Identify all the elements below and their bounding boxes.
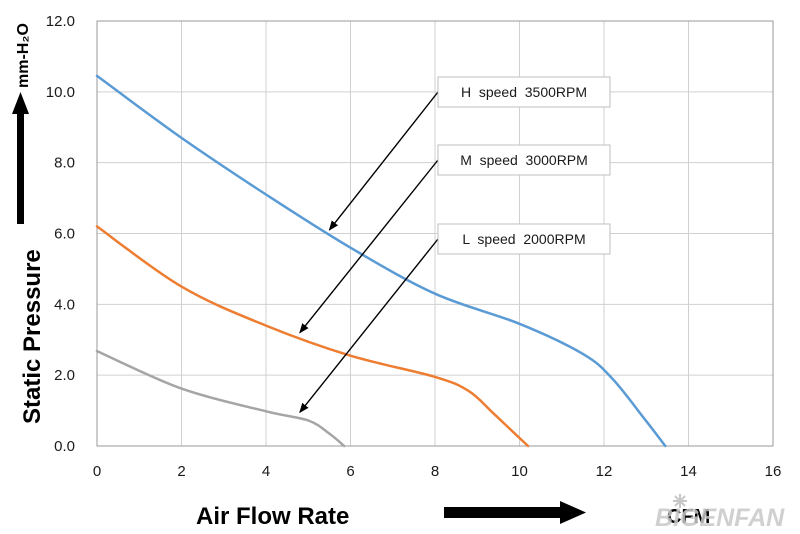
y-tick-label: 8.0	[54, 155, 75, 172]
y-axis-title: Static Pressure	[19, 249, 46, 424]
x-axis-title-group: Air Flow Rate CFM	[196, 501, 710, 530]
y-axis-arrow-head	[12, 92, 29, 114]
y-tick-label: 10.0	[46, 84, 75, 101]
callout-box	[437, 144, 611, 176]
callout-arrow	[299, 159, 439, 334]
x-axis-arrow-shaft	[444, 507, 562, 518]
fan-logo-icon	[673, 494, 687, 508]
callout-box	[437, 76, 611, 108]
callout-label: L speed 2000RPM	[462, 231, 585, 247]
y-tick-label: 4.0	[54, 296, 75, 313]
callout-box	[437, 223, 611, 255]
plot-frame	[96, 20, 774, 447]
x-tick-label: 16	[765, 463, 782, 480]
series-line-m-speed	[95, 225, 530, 448]
y-tick-label: 0.0	[54, 438, 75, 455]
x-tick-label: 6	[346, 463, 354, 480]
y-tick-label: 12.0	[46, 13, 75, 30]
x-tick-label: 8	[431, 463, 439, 480]
grid	[96, 20, 774, 447]
annotations: H speed 3500RPM M speed 3000RPM L speed 20…	[299, 76, 611, 414]
y-axis-arrow-shaft	[17, 112, 24, 224]
x-tick-label: 12	[596, 463, 613, 480]
series-line-h-speed	[95, 74, 667, 448]
y-axis-unit: mm-H₂O	[15, 23, 32, 88]
series-line-l-speed	[95, 349, 346, 448]
y-axis-ticks: 0.0 2.0 4.0 6.0 8.0 10.0 12.0	[46, 13, 75, 455]
x-tick-label: 10	[511, 463, 528, 480]
x-axis-arrow-head	[560, 501, 586, 524]
x-tick-label: 14	[680, 463, 697, 480]
x-axis-ticks: 0 2 4 6 8 10 12 14 16	[93, 463, 782, 480]
x-axis-title: Air Flow Rate	[196, 503, 349, 530]
series-lines	[95, 74, 667, 448]
callout-arrow	[328, 91, 439, 231]
callout-label: M speed 3000RPM	[460, 152, 588, 168]
callout-arrow	[299, 238, 439, 414]
y-tick-label: 6.0	[54, 226, 75, 243]
y-axis-title-group: Static Pressure mm-H₂O	[12, 23, 46, 424]
x-tick-label: 0	[93, 463, 101, 480]
watermark-logo: BIGENFAN	[655, 494, 785, 532]
x-tick-label: 2	[177, 463, 185, 480]
x-axis-unit: CFM	[667, 506, 710, 528]
y-tick-label: 2.0	[54, 367, 75, 384]
x-tick-label: 4	[262, 463, 270, 480]
watermark-text: BIGENFAN	[655, 504, 785, 532]
callout-label: H speed 3500RPM	[461, 84, 587, 100]
